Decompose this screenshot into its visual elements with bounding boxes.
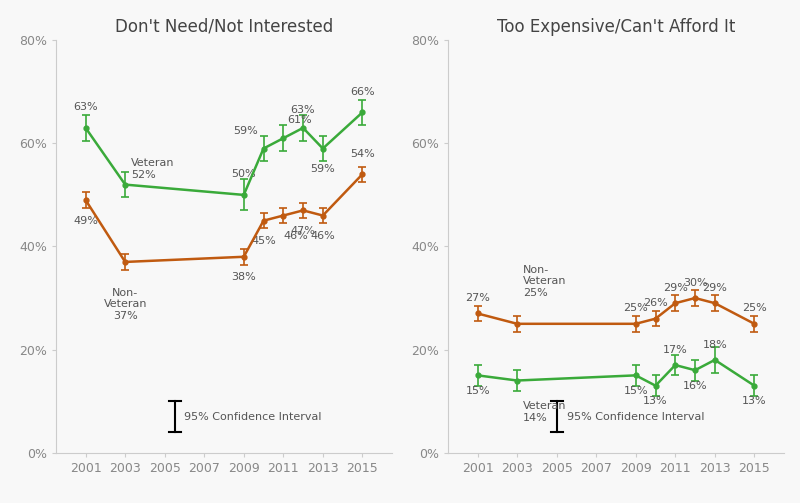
Text: Non-
Veteran
37%: Non- Veteran 37% [103, 288, 147, 321]
Text: 59%: 59% [310, 164, 335, 174]
Text: 13%: 13% [742, 396, 766, 406]
Text: 13%: 13% [643, 396, 668, 406]
Text: 46%: 46% [310, 231, 335, 241]
Text: 50%: 50% [231, 170, 256, 180]
Text: 45%: 45% [251, 236, 276, 246]
Text: 29%: 29% [663, 283, 688, 293]
Text: 27%: 27% [466, 293, 490, 303]
Text: 17%: 17% [663, 345, 688, 355]
Text: 95% Confidence Interval: 95% Confidence Interval [185, 411, 322, 422]
Text: 46%: 46% [283, 231, 308, 241]
Text: 38%: 38% [231, 272, 256, 282]
Text: 26%: 26% [643, 298, 668, 308]
Text: 25%: 25% [742, 303, 766, 313]
Text: 59%: 59% [233, 126, 258, 136]
Text: Veteran
52%: Veteran 52% [131, 158, 174, 180]
Text: 61%: 61% [287, 115, 312, 125]
Text: 15%: 15% [623, 386, 648, 396]
Title: Don't Need/Not Interested: Don't Need/Not Interested [115, 18, 333, 36]
Text: 18%: 18% [702, 340, 727, 350]
Text: 25%: 25% [623, 303, 648, 313]
Title: Too Expensive/Can't Afford It: Too Expensive/Can't Afford It [497, 18, 735, 36]
Text: 47%: 47% [290, 226, 315, 236]
Text: Non-
Veteran
25%: Non- Veteran 25% [523, 265, 566, 298]
Text: 63%: 63% [74, 103, 98, 112]
Text: 16%: 16% [682, 380, 707, 390]
Text: 29%: 29% [702, 283, 727, 293]
Text: Veteran
14%: Veteran 14% [523, 401, 566, 423]
Text: 66%: 66% [350, 87, 374, 97]
Text: 30%: 30% [682, 278, 707, 288]
Text: 63%: 63% [290, 105, 315, 115]
Text: 95% Confidence Interval: 95% Confidence Interval [566, 411, 704, 422]
Text: 54%: 54% [350, 149, 374, 159]
Text: 15%: 15% [466, 386, 490, 396]
Text: 49%: 49% [74, 216, 98, 225]
